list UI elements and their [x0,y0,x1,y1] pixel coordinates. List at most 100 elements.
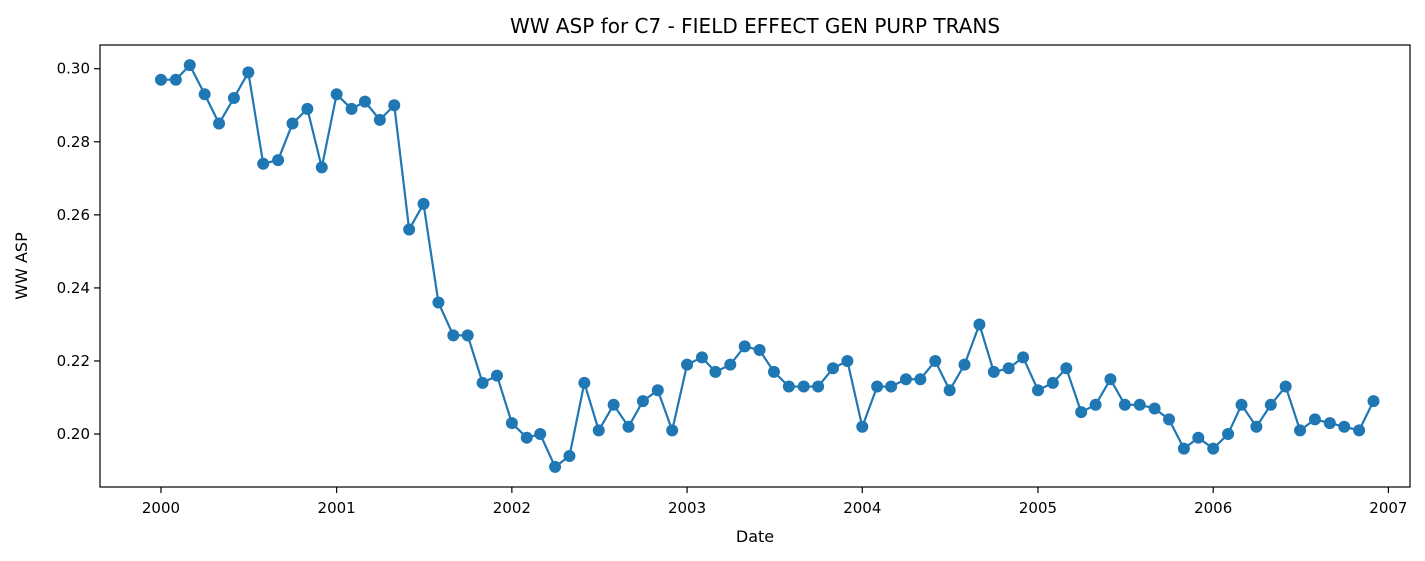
data-point [1353,424,1366,437]
data-point [973,318,986,331]
data-point [242,66,255,79]
data-point [1294,424,1307,437]
data-point [358,95,371,108]
data-point [227,91,240,104]
data-point [373,113,386,126]
data-point [914,373,927,386]
data-point [388,99,401,112]
data-point [1222,428,1235,441]
series-layer [154,59,1380,473]
data-point [154,73,167,86]
data-point [812,380,825,393]
data-point [1264,398,1277,411]
data-point [169,73,182,86]
data-point [315,161,328,174]
y-tick-label: 0.26 [57,206,90,224]
data-point [505,417,518,430]
data-point [636,395,649,408]
data-point [1118,398,1131,411]
data-point [330,88,343,101]
data-point [695,351,708,364]
data-point [958,358,971,371]
data-point [1308,413,1321,426]
x-tick-label: 2001 [318,499,356,517]
x-tick-label: 2004 [843,499,881,517]
data-point [767,365,780,378]
data-point [1338,420,1351,433]
x-axis-label: Date [736,527,774,546]
data-point [1089,398,1102,411]
data-point [198,88,211,101]
data-point [651,384,664,397]
data-point [1235,398,1248,411]
y-tick-label: 0.24 [57,279,90,297]
data-point [1177,442,1190,455]
data-point [520,431,533,444]
data-point [417,197,430,210]
data-point [709,365,722,378]
data-point [622,420,635,433]
data-point [1075,406,1088,419]
data-point [1207,442,1220,455]
data-point [681,358,694,371]
data-point [213,117,226,130]
y-tick-label: 0.28 [57,133,90,151]
data-point [856,420,869,433]
x-tick-label: 2006 [1194,499,1232,517]
data-point [782,380,795,393]
x-tick-label: 2002 [493,499,531,517]
x-tick-label: 2007 [1369,499,1407,517]
data-point [607,398,620,411]
data-point [666,424,679,437]
data-point [1046,376,1059,389]
series-line [160,63,1375,469]
data-point [1031,384,1044,397]
data-point [841,354,854,367]
data-point [578,376,591,389]
y-tick-label: 0.30 [57,60,90,78]
data-point [403,223,416,236]
x-tick-label: 2005 [1019,499,1057,517]
data-point [592,424,605,437]
data-point [549,460,562,473]
data-point [286,117,299,130]
data-point [724,358,737,371]
data-point [1163,413,1176,426]
data-point [345,102,358,115]
plot-area-frame [99,44,1411,488]
x-axis: 2000 2001 2002 2003 2004 2005 2006 2007 [142,487,1407,517]
data-point [1367,395,1380,408]
data-point [738,340,751,353]
x-tick-label: 2003 [668,499,706,517]
data-point [1104,373,1117,386]
data-point [987,365,1000,378]
data-point [929,354,942,367]
data-point [183,59,196,72]
data-point [943,384,956,397]
data-point [1133,398,1146,411]
data-point [753,344,766,357]
y-axis: 0.20 0.22 0.24 0.26 0.28 0.30 [57,60,100,443]
y-tick-label: 0.22 [57,352,90,370]
data-point [534,428,547,441]
data-point [461,329,474,342]
y-axis-label: WW ASP [12,232,31,300]
chart-title: WW ASP for C7 - FIELD EFFECT GEN PURP TR… [510,14,1000,38]
data-point [447,329,460,342]
data-point [1250,420,1263,433]
data-point [1017,351,1030,364]
data-point [301,102,314,115]
data-point [257,157,270,170]
data-point [563,449,576,462]
data-point [432,296,445,309]
data-point [797,380,810,393]
data-point [1279,380,1292,393]
x-tick-label: 2000 [142,499,180,517]
data-point [827,362,839,375]
y-tick-label: 0.20 [57,425,90,443]
data-point [1060,362,1073,375]
data-point [1148,402,1161,415]
data-point [272,154,285,167]
data-point [476,376,489,389]
